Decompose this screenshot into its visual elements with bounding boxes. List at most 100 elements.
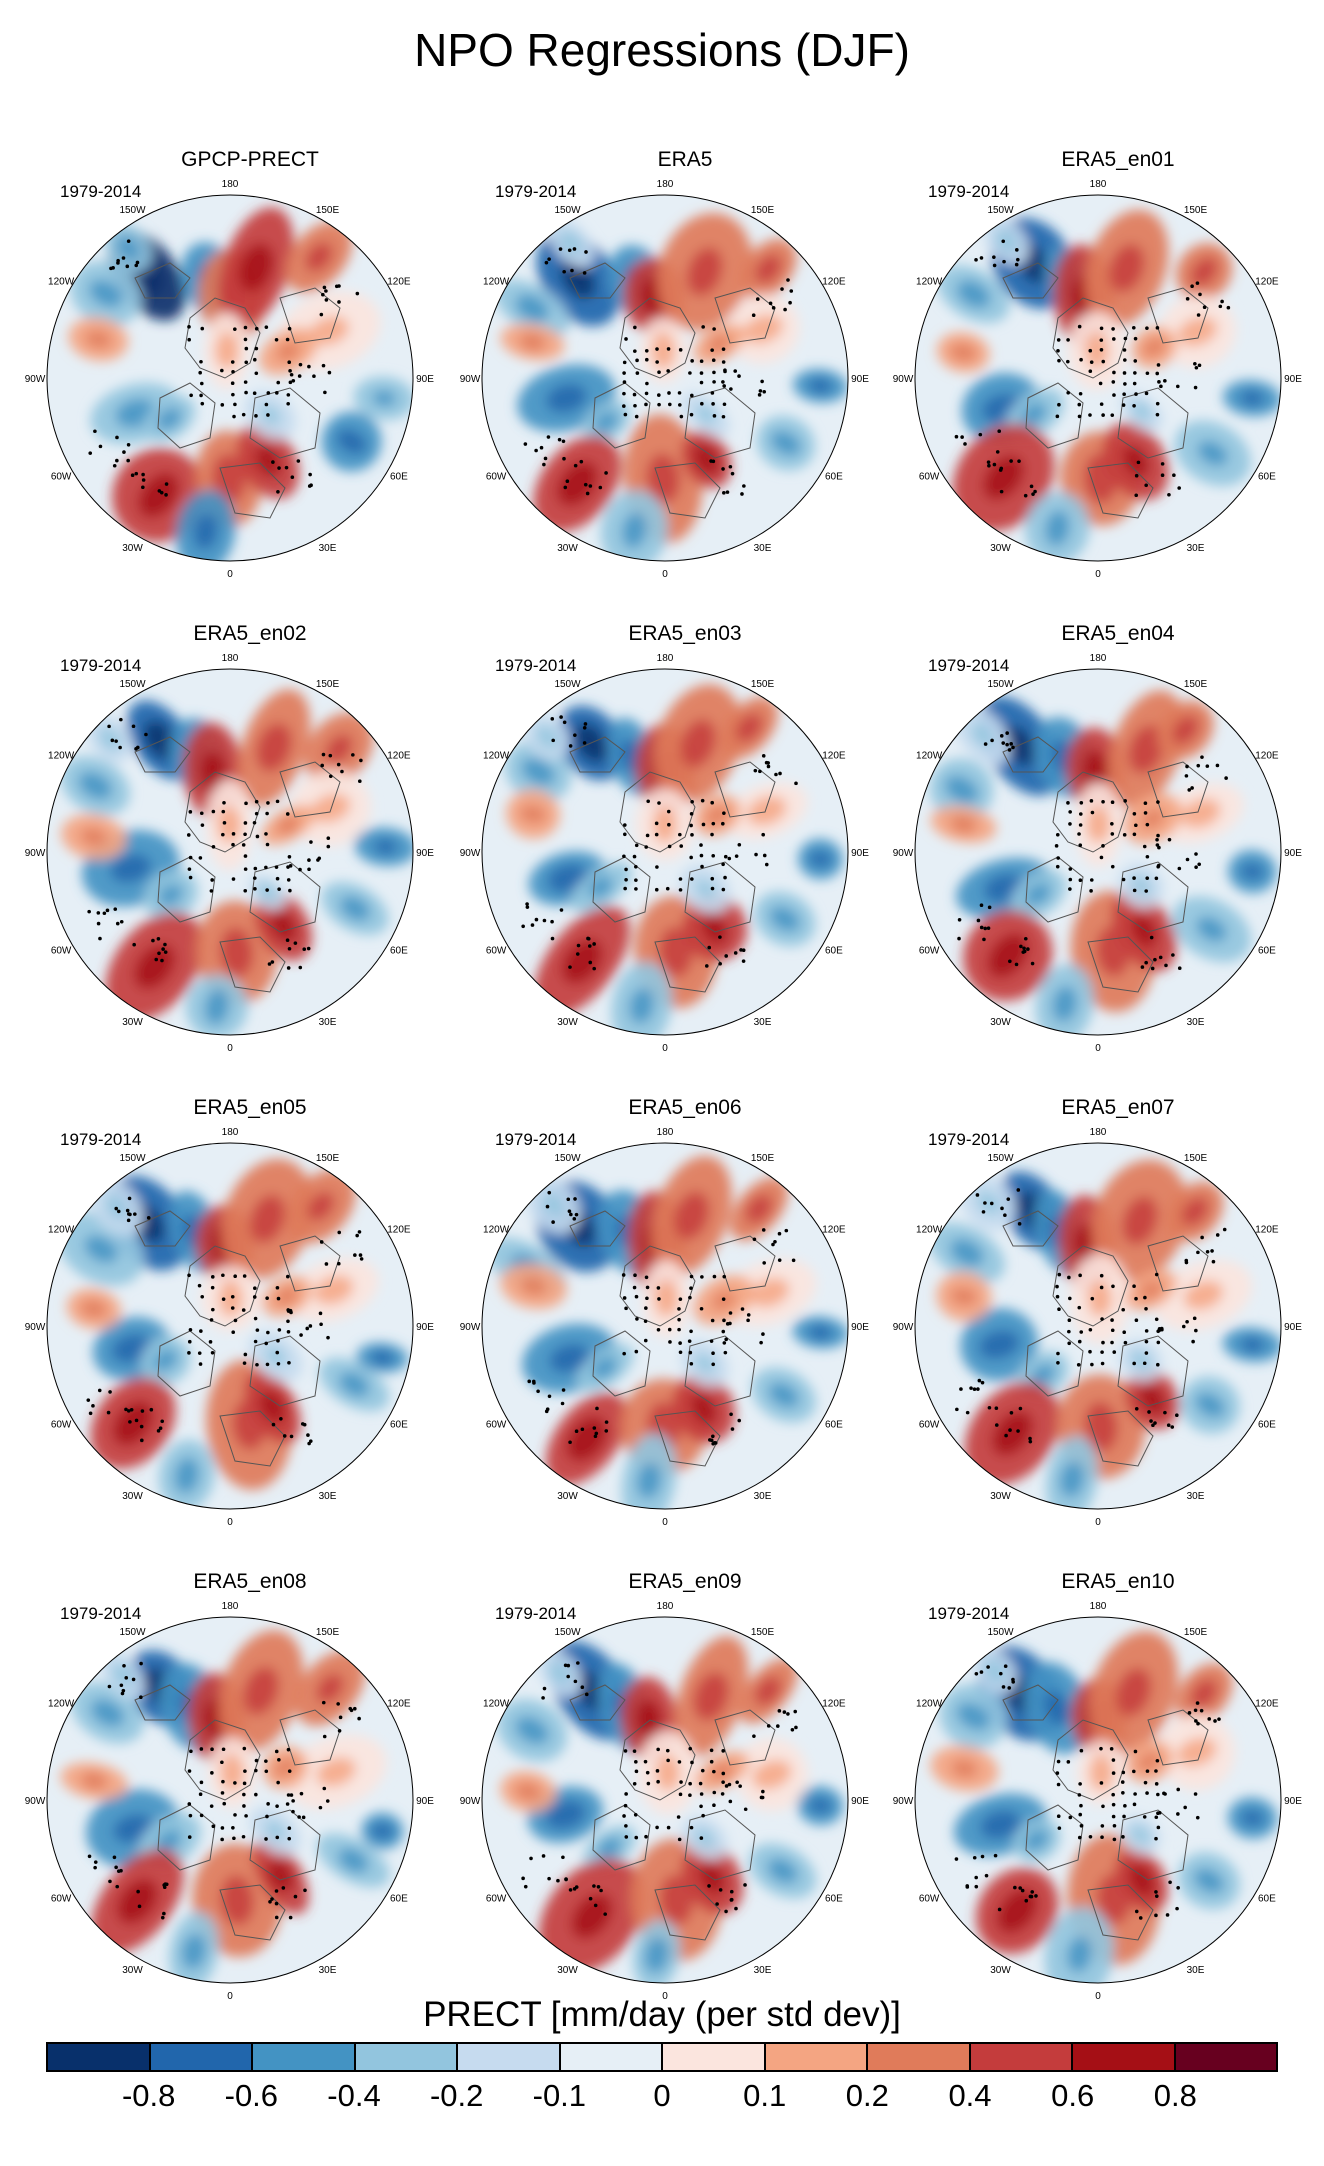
stipple-dot [688,1350,693,1355]
stipple-dot [783,307,787,312]
stipple-dot [1193,1792,1198,1796]
coastline [714,1235,776,1292]
stipple-dot [357,1716,361,1721]
stipple-dot [690,833,694,837]
stipple-dot [1090,810,1095,815]
precip-anomaly-core [808,851,833,867]
stipple-dot [1067,1341,1071,1346]
stipple-dot [624,1792,628,1796]
stipple-dot [266,1330,270,1335]
stipple-dot [1023,936,1028,941]
stipple-dot [598,485,603,490]
longitude-label: 180 [1090,653,1107,664]
stipple-dot [1068,1815,1073,1820]
longitude-label: 30W [990,1017,1011,1028]
stipple-dot [266,1802,270,1806]
stipple-dot [1145,1769,1150,1773]
stipple-dot [1018,1406,1023,1411]
stipple-dot [187,867,192,871]
precip-anomaly-core [1128,1864,1155,1897]
precip-anomaly-core [370,1349,394,1366]
stipple-dot [242,1781,247,1786]
coastline [279,1235,341,1292]
stipple-dot [784,1228,789,1233]
stipple-dot [1145,822,1150,827]
stipple-dot [521,1876,525,1881]
precip-anomaly-core [693,1672,729,1721]
stipple-dot [1056,338,1061,342]
colorbar-labels: -0.8 -0.6 -0.4 -0.2 -0.1 0 0.1 0.2 0.4 0.6 0.8 [46,2078,1278,2118]
map-panel: ERA5_en08 1979-2014 180 150E 120E 90E 60E 30E 0 3… [25,1570,460,2010]
stipple-dot [746,1318,750,1323]
precip-anomaly-core [1128,725,1164,774]
stipple-dot [189,1749,193,1754]
precip-anomaly-core [515,1716,549,1745]
stipple-dot [1176,1787,1181,1792]
colorbar [46,2042,1278,2072]
stipple-dot [1198,292,1202,297]
precip-anomaly-core [1172,715,1199,745]
stipple-dot [734,854,739,858]
stipple-dot [306,1433,310,1437]
stipple-dot [573,733,577,737]
stipple-dot [1068,810,1072,814]
stipple-dot [252,391,257,396]
coastline [592,1330,651,1397]
stipple-dot [1224,776,1228,780]
coastline [134,1684,191,1721]
stipple-dot [679,1780,683,1784]
longitude-label: 30E [754,1965,772,1976]
precip-anomaly-core [243,1666,279,1715]
stipple-dot [722,491,726,495]
longitude-label: 90W [25,848,46,859]
stipple-dot [199,1329,203,1333]
stipple-dot [644,349,649,353]
stipple-dot [594,1431,599,1436]
stipple-dot [324,289,328,293]
precip-anomaly-core [215,332,239,369]
precip-anomaly-core [987,933,1028,978]
colorbar-tick-label: 0.8 [1153,2078,1197,2113]
longitude-label: 30W [122,1491,143,1502]
stipple-dot [198,370,202,375]
stipple-dot [220,1760,224,1765]
stipple-dot [1134,392,1138,396]
stipple-dot [1030,961,1035,966]
stipple-dot [1098,381,1103,386]
stipple-dot [521,924,525,929]
stipple-dot [624,1835,629,1839]
coastline [134,736,191,773]
stipple-dot [286,878,291,882]
stipple-dot [244,1814,248,1818]
stipple-dot [721,467,725,471]
stipple-dot [1014,262,1019,267]
stipple-dot [220,1791,225,1795]
longitude-label: 150W [987,1153,1014,1164]
longitude-label: 60E [1258,472,1276,483]
precip-anomaly-core [259,1391,286,1423]
longitude-label: 180 [1090,1601,1107,1612]
stipple-dot [1193,385,1198,390]
significance-stipple [88,239,360,497]
stipple-dot [326,1335,330,1340]
stipple-dot [1195,1815,1200,1820]
stipple-dot [531,1379,536,1384]
stipple-dot [241,1834,246,1839]
stipple-dot [114,739,118,743]
coastline [184,1245,261,1327]
stipple-dot [137,1904,142,1909]
stipple-dot [291,1809,295,1814]
stipple-dot [701,822,706,827]
colorbar-tick-label: 0.6 [1051,2078,1095,2113]
stipple-dot [1056,856,1060,860]
stipple-dot [1076,1362,1081,1367]
stipple-dot [287,946,292,951]
colorbar-swatch [765,2044,868,2070]
stipple-dot [1078,1812,1083,1817]
stipple-dot [666,369,670,373]
coastline [569,262,626,299]
stipple-dot [149,1407,154,1412]
stipple-dot [1057,1307,1061,1312]
stipple-dot [200,1295,205,1299]
